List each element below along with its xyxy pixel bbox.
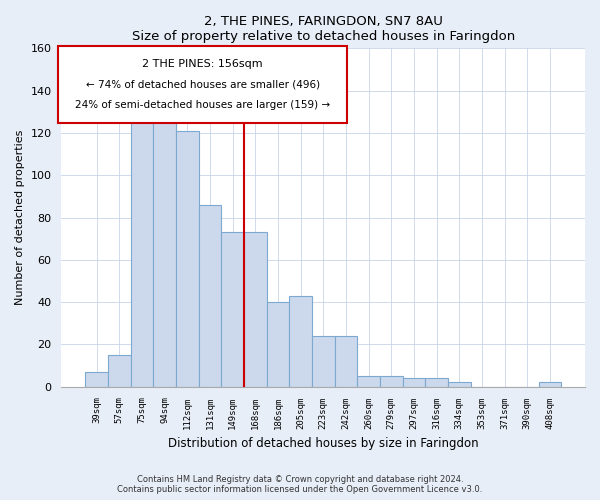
Text: Contains HM Land Registry data © Crown copyright and database right 2024.: Contains HM Land Registry data © Crown c… [137, 474, 463, 484]
Bar [244, 232, 266, 386]
Bar [403, 378, 425, 386]
Bar [176, 131, 199, 386]
Bar [335, 336, 357, 386]
Text: Contains public sector information licensed under the Open Government Licence v3: Contains public sector information licen… [118, 484, 482, 494]
Bar [108, 355, 131, 386]
Bar [131, 122, 153, 386]
Bar [266, 302, 289, 386]
Bar [312, 336, 335, 386]
X-axis label: Distribution of detached houses by size in Faringdon: Distribution of detached houses by size … [168, 437, 479, 450]
Text: ← 74% of detached houses are smaller (496): ← 74% of detached houses are smaller (49… [86, 80, 320, 90]
Bar [448, 382, 470, 386]
Bar [153, 118, 176, 386]
Bar [380, 376, 403, 386]
Y-axis label: Number of detached properties: Number of detached properties [15, 130, 25, 305]
Bar [539, 382, 561, 386]
Bar [221, 232, 244, 386]
Title: 2, THE PINES, FARINGDON, SN7 8AU
Size of property relative to detached houses in: 2, THE PINES, FARINGDON, SN7 8AU Size of… [131, 15, 515, 43]
Text: 2 THE PINES: 156sqm: 2 THE PINES: 156sqm [142, 60, 263, 70]
Bar [425, 378, 448, 386]
Bar [357, 376, 380, 386]
Bar [289, 296, 312, 386]
Text: 24% of semi-detached houses are larger (159) →: 24% of semi-detached houses are larger (… [75, 100, 331, 110]
Bar [85, 372, 108, 386]
Bar [199, 205, 221, 386]
